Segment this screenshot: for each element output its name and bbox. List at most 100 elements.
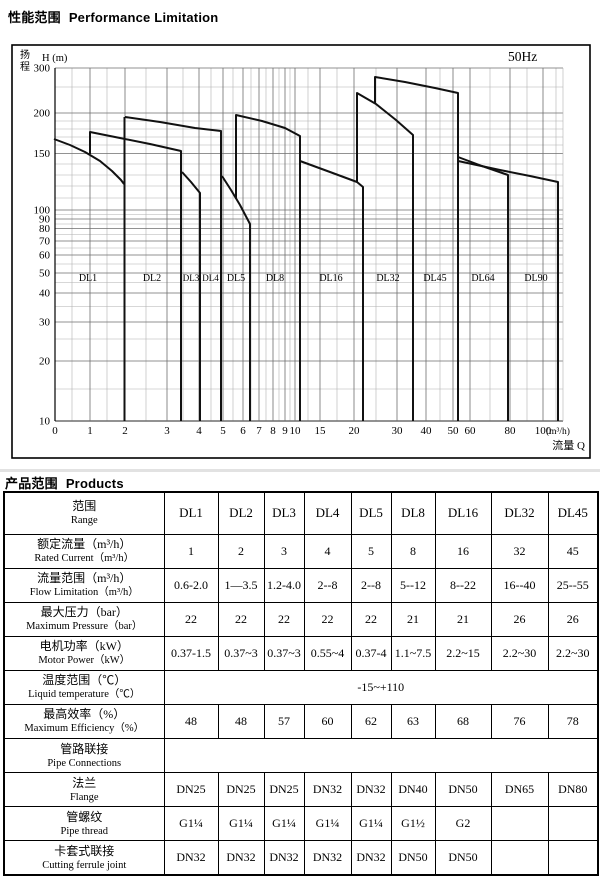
frequency-label: 50Hz: [508, 49, 537, 64]
envelope-DL90-top: [457, 160, 559, 421]
cell-cutting-ferrule-joint-DL3: DN32: [263, 840, 305, 876]
model-header-DL1: DL1: [163, 491, 219, 535]
row-label-cn: 流量范围（m³/h）: [37, 571, 132, 586]
region-label-DL16: DL16: [319, 273, 342, 284]
table-row-pipe-thread: 管螺纹 Pipe thread G1¼ G1¼ G1¼ G1¼ G1¼ G1½ G2: [3, 806, 599, 842]
cell-max-pressure-DL3: 22: [263, 601, 305, 637]
cell-max-pressure-DL45: 26: [547, 601, 599, 637]
cell-rated-flow-DL1: 1: [163, 533, 219, 569]
y-axis-unit-label: H (m): [42, 53, 68, 64]
envelope-DL3-lower: [181, 171, 201, 421]
region-label-DL45: DL45: [423, 273, 446, 284]
row-label-motor-power: 电机功率（kW） Motor Power（kW）: [3, 635, 165, 671]
row-label-en: Pipe thread: [60, 825, 109, 837]
cell-flange-DL1: DN25: [163, 772, 219, 808]
envelope-DL45: [374, 76, 459, 421]
cell-flange-DL4: DN32: [303, 772, 352, 808]
region-label-DL3: DL3: [183, 273, 200, 283]
cell-flow-range-DL1: 0.6-2.0: [163, 567, 219, 603]
x-tick-label: 100: [535, 425, 552, 437]
row-label-en: Maximum Efficiency（%）: [24, 723, 145, 735]
row-label-liquid-temperature: 温度范围（℃） Liquid temperature（℃）: [3, 669, 165, 706]
y-tick-label: 300: [34, 63, 51, 75]
cell-pipe-thread-DL5: G1¼: [350, 806, 392, 842]
table-row-motor-power: 电机功率（kW） Motor Power（kW） 0.37-1.5 0.37~3 0.3…: [3, 635, 599, 671]
table-row-pipe-connections: 管路联接 Pipe Connections: [3, 738, 599, 774]
cell-max-efficiency-DL5: 62: [350, 703, 392, 740]
model-header-DL2: DL2: [217, 491, 265, 535]
cell-motor-power-DL16: 2.2~15: [434, 635, 492, 671]
x-tick-label: 20: [349, 425, 361, 437]
cell-max-pressure-DL4: 22: [303, 601, 352, 637]
table-row-cutting-ferrule-joint: 卡套式联接 Cutting ferrule joint DN32 DN32 DN32 DN…: [3, 840, 599, 876]
cell-motor-power-DL45: 2.2~30: [547, 635, 599, 671]
cell-flange-DL8: DN40: [390, 772, 436, 808]
envelope-DL4-top: [124, 116, 222, 421]
cell-motor-power-DL2: 0.37~3: [217, 635, 265, 671]
row-label-cn: 温度范围（℃）: [42, 673, 127, 688]
x-tick-label: 60: [465, 425, 477, 437]
x-tick-label: 40: [421, 425, 433, 437]
cell-rated-flow-DL5: 5: [350, 533, 392, 569]
cell-cutting-ferrule-joint-DL45: [547, 840, 599, 876]
row-label-cn: 最大压力（bar）: [40, 605, 128, 620]
x-tick-label: 7: [256, 425, 262, 437]
y-tick-label: 150: [34, 148, 51, 160]
row-label-cn: 法兰: [72, 775, 97, 790]
cell-pipe-thread-DL8: G1½: [390, 806, 436, 842]
y-tick-label: 20: [39, 356, 51, 368]
cell-flange-DL5: DN32: [350, 772, 392, 808]
envelope-DL5-lower: [221, 175, 251, 421]
cell-pipe-thread-DL16: G2: [434, 806, 492, 842]
chart-border: [11, 44, 591, 459]
cell-pipe-thread-DL45: [547, 806, 599, 842]
model-header-DL4: DL4: [303, 491, 352, 535]
cell-flow-range-DL5: 2--8: [350, 567, 392, 603]
cell-flange-DL16: DN50: [434, 772, 492, 808]
cell-cutting-ferrule-joint-DL4: DN32: [303, 840, 352, 876]
y-tick-label: 40: [39, 288, 51, 300]
row-label-flow-range: 流量范围（m³/h） Flow Limitation（m³/h）: [3, 567, 165, 603]
envelope-DL64-top: [457, 156, 509, 421]
row-label-pipe-thread: 管螺纹 Pipe thread: [3, 806, 165, 842]
table-title-cn: 产品范围: [5, 476, 58, 491]
x-tick-label: 50: [448, 425, 460, 437]
table-row-max-pressure: 最大压力（bar） Maximum Pressure（bar） 22 22 22 22 22…: [3, 601, 599, 637]
cell-flow-range-DL8: 5--12: [390, 567, 436, 603]
model-header-DL5: DL5: [350, 491, 392, 535]
y-tick-label: 100: [34, 205, 51, 217]
chart-section-title: 性能范围 Performance Limitation: [8, 7, 218, 26]
row-label-en: Rated Current（m³/h）: [34, 553, 135, 565]
cell-flange-DL3: DN25: [263, 772, 305, 808]
cell-motor-power-DL1: 0.37-1.5: [163, 635, 219, 671]
region-label-DL1: DL1: [79, 273, 97, 284]
cell-max-efficiency-DL1: 48: [163, 703, 219, 740]
cell-flow-range-DL32: 16--40: [490, 567, 549, 603]
cell-rated-flow-DL2: 2: [217, 533, 265, 569]
cell-cutting-ferrule-joint-DL2: DN32: [217, 840, 265, 876]
row-label-pipe-connections: 管路联接 Pipe Connections: [3, 738, 165, 774]
x-tick-label: 1: [87, 425, 93, 437]
row-label-cn: 管路联接: [60, 741, 109, 756]
x-tick-label: 8: [270, 425, 276, 437]
cell-cutting-ferrule-joint-DL5: DN32: [350, 840, 392, 876]
cell-max-efficiency-DL45: 78: [547, 703, 599, 740]
envelope-DL16-top: [299, 160, 364, 421]
cell-cutting-ferrule-joint-DL8: DN50: [390, 840, 436, 876]
cell-rated-flow-DL3: 3: [263, 533, 305, 569]
row-label-cn: 电机功率（kW）: [39, 639, 129, 654]
x-tick-label: 4: [196, 425, 202, 437]
x-tick-label: 0: [52, 425, 58, 437]
y-axis-name-cn-2: 程: [20, 61, 30, 73]
row-label-cn: 额定流量（m³/h）: [37, 537, 132, 552]
region-label-DL32: DL32: [376, 273, 399, 284]
x-tick-label: 5: [220, 425, 226, 437]
y-tick-label: 70: [39, 236, 51, 248]
row-label-cn: 管螺纹: [66, 809, 103, 824]
y-tick-label: 10: [39, 416, 51, 428]
y-tick-label: 60: [39, 250, 51, 262]
row-label-cutting-ferrule-joint: 卡套式联接 Cutting ferrule joint: [3, 840, 165, 876]
x-tick-label: 15: [315, 425, 327, 437]
